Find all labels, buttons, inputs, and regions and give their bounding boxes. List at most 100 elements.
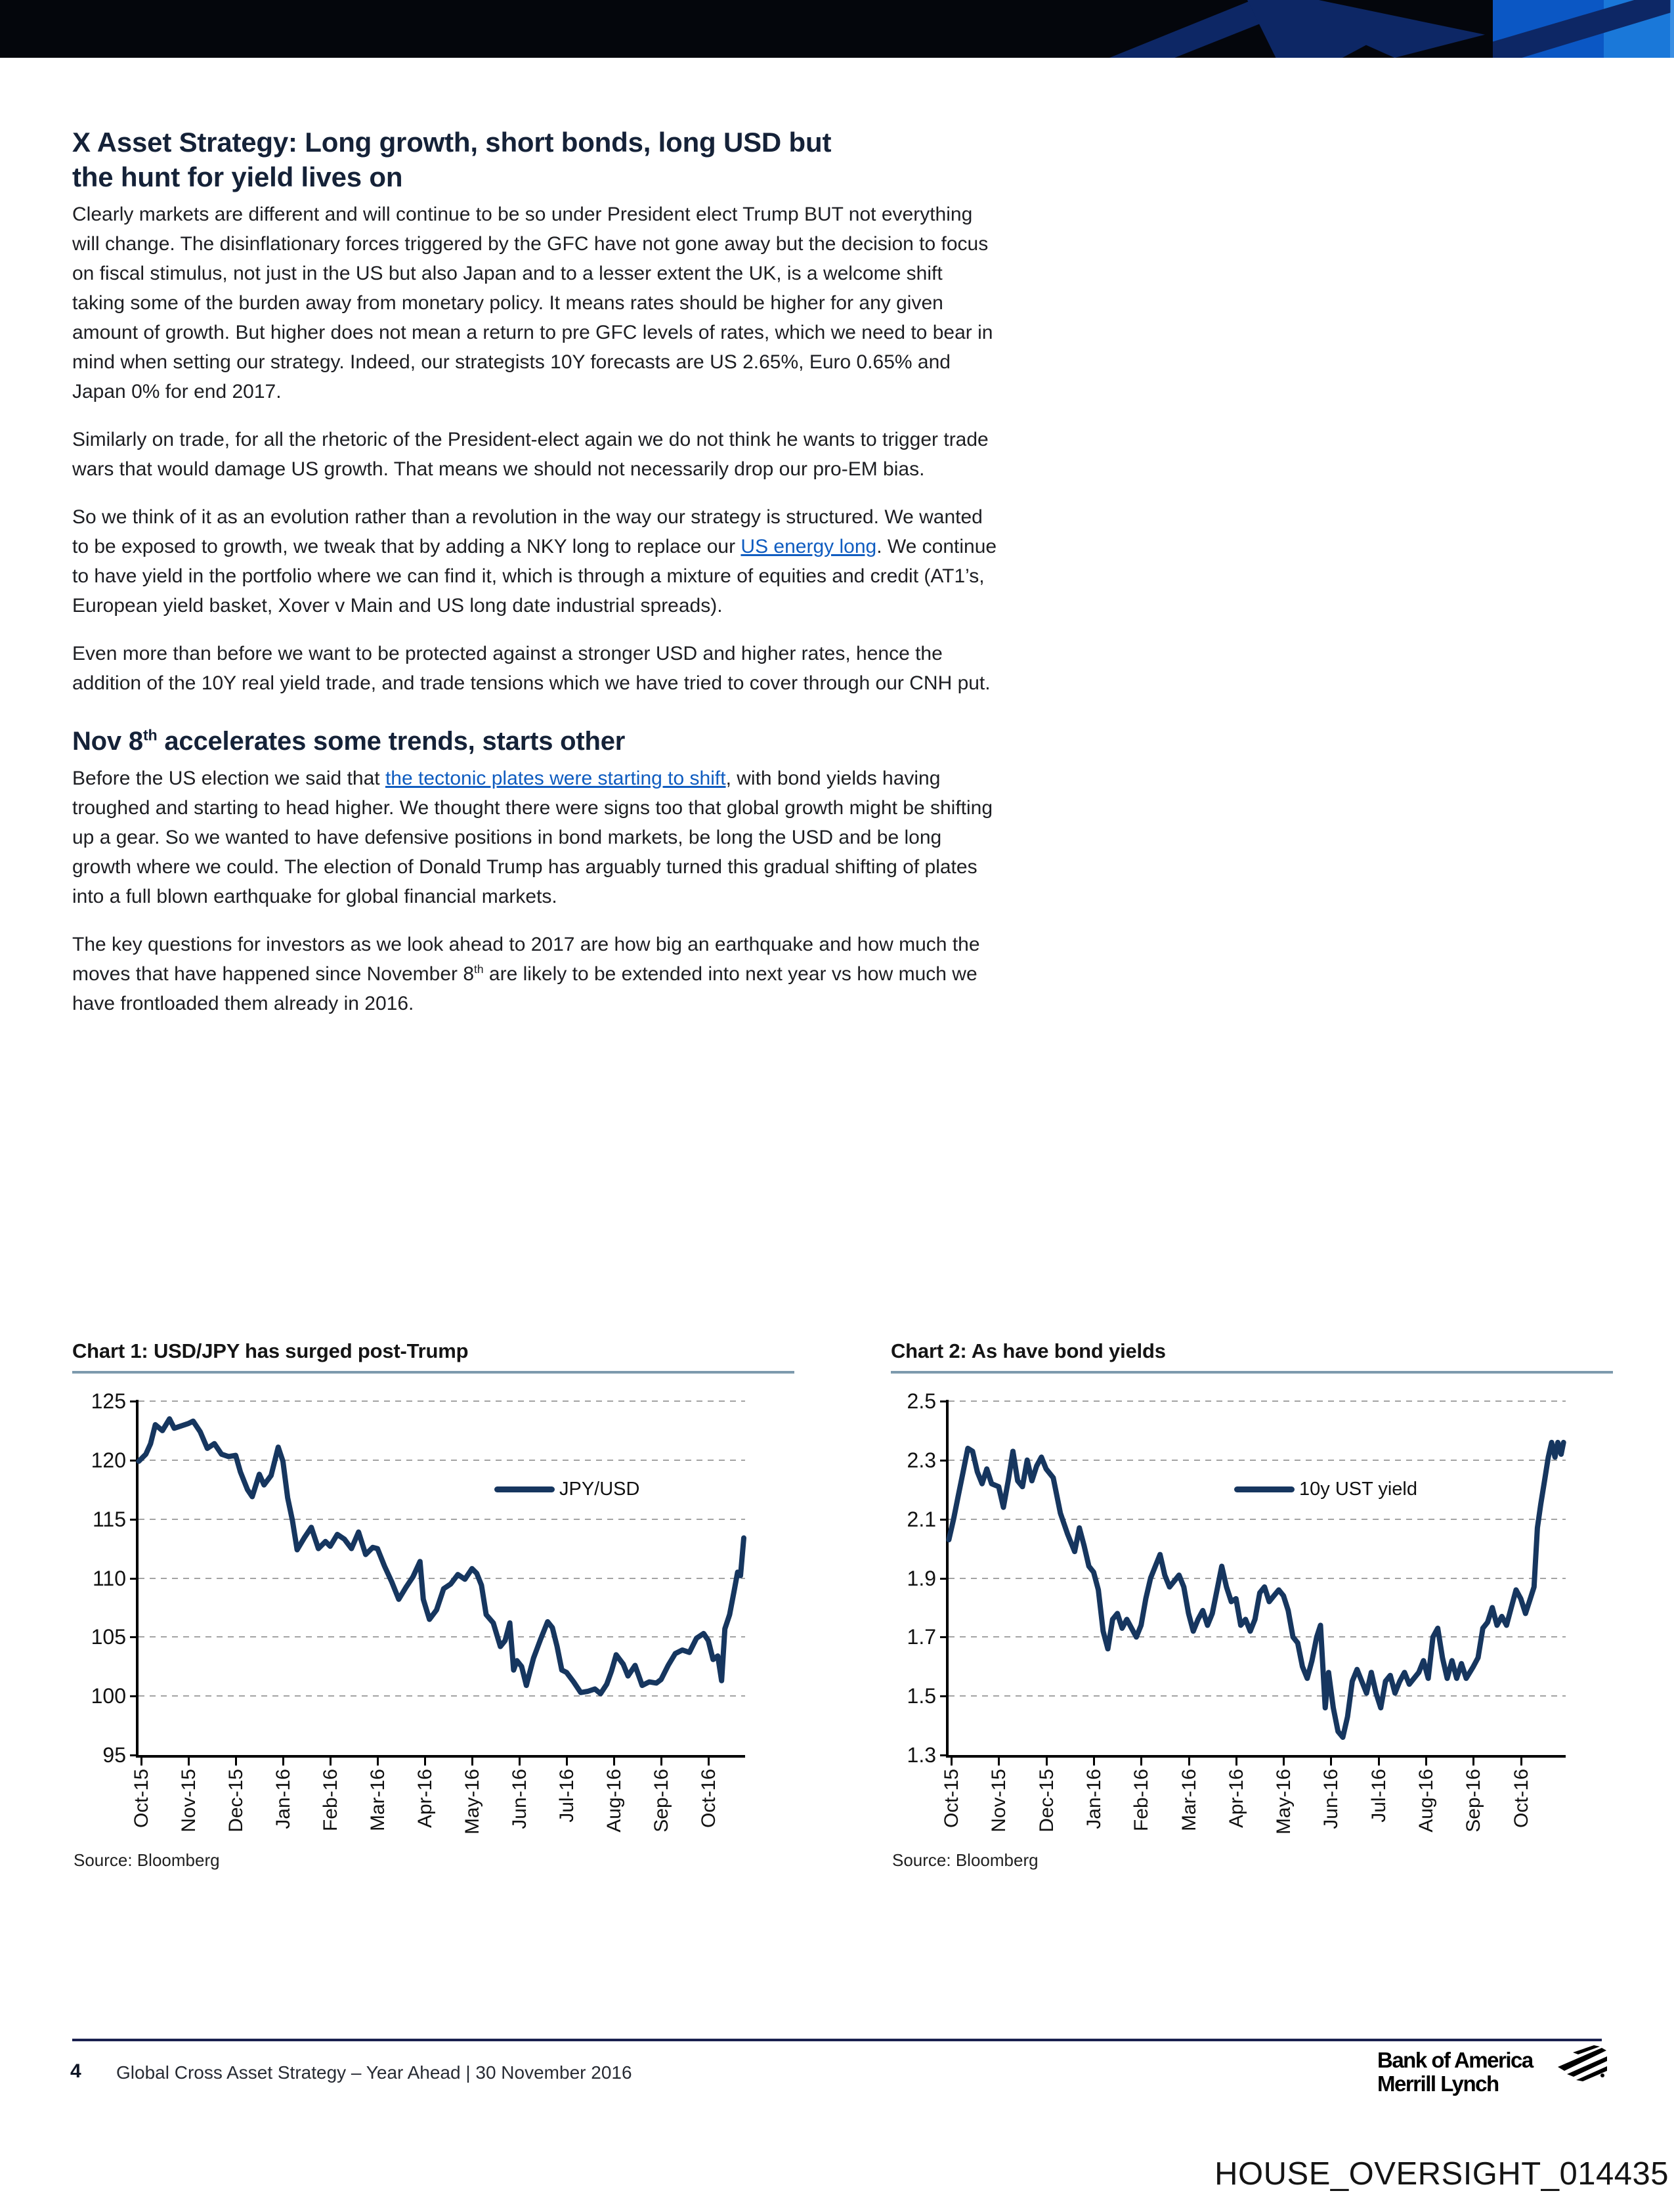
x-tick-mark — [140, 1758, 142, 1766]
legend-line-swatch — [494, 1486, 555, 1492]
y-tick-label: 2.1 — [907, 1507, 936, 1531]
x-tick-mark — [708, 1758, 710, 1766]
y-tick-mark — [130, 1695, 136, 1698]
x-tick-label: Oct-16 — [698, 1769, 719, 1829]
bofa-logo: Bank of America Merrill Lynch — [1377, 2045, 1607, 2096]
y-tick-label: 120 — [91, 1448, 126, 1472]
y-tick-mark — [130, 1636, 136, 1639]
paragraph: Similarly on trade, for all the rhetoric… — [72, 425, 999, 484]
y-tick-label: 1.9 — [907, 1566, 936, 1590]
chart-title-rule — [891, 1371, 1613, 1374]
x-tick-mark — [566, 1758, 568, 1766]
x-tick-mark — [1188, 1758, 1190, 1766]
x-tick-label: Sep-16 — [651, 1769, 672, 1832]
x-tick-mark — [1045, 1758, 1048, 1766]
x-tick-label: Jul-16 — [556, 1769, 578, 1823]
x-tick-label: Jul-16 — [1367, 1769, 1390, 1823]
x-tick-label: Oct-16 — [1510, 1769, 1532, 1829]
inline-link[interactable]: US energy long — [740, 536, 877, 557]
x-tick-label: Apr-16 — [414, 1769, 436, 1829]
x-tick-mark — [330, 1758, 332, 1766]
gridline — [139, 1400, 745, 1402]
x-tick-label: May-16 — [461, 1769, 483, 1835]
legend-label: JPY/USD — [559, 1479, 640, 1500]
oversight-stamp: HOUSE_OVERSIGHT_014435 — [1214, 2156, 1669, 2192]
y-tick-mark — [940, 1754, 946, 1756]
gridline — [949, 1459, 1566, 1461]
x-axis — [946, 1755, 1566, 1758]
x-tick-label: Feb-16 — [1130, 1769, 1153, 1832]
x-tick-mark — [471, 1758, 473, 1766]
text-run: Before the US election we said that — [72, 768, 385, 789]
gridline — [949, 1636, 1566, 1638]
paragraph: Even more than before we want to be prot… — [72, 639, 999, 698]
x-tick-mark — [188, 1758, 190, 1766]
gridline — [139, 1695, 745, 1697]
text-run: accelerates some trends, starts other — [157, 727, 626, 756]
inline-link[interactable]: the tectonic plates were starting to shi… — [385, 768, 726, 789]
header-banner — [0, 0, 1674, 58]
x-tick-mark — [1235, 1758, 1237, 1766]
logo-text-line2: Merrill Lynch — [1377, 2071, 1499, 2096]
y-tick-label: 125 — [91, 1389, 126, 1413]
y-tick-label: 110 — [92, 1566, 126, 1590]
x-tick-mark — [1472, 1758, 1475, 1766]
superscript: th — [474, 963, 484, 976]
x-tick-mark — [519, 1758, 521, 1766]
y-tick-label: 1.7 — [907, 1625, 936, 1649]
legend: JPY/USD — [494, 1479, 639, 1500]
x-tick-mark — [613, 1758, 615, 1766]
article-body: Clearly markets are different and will c… — [72, 200, 999, 1037]
text-run: Nov 8 — [72, 727, 143, 756]
x-tick-label: Oct-15 — [131, 1769, 152, 1829]
superscript: th — [142, 726, 158, 744]
gridline — [949, 1518, 1566, 1520]
bofa-flag-icon — [1558, 2045, 1607, 2081]
legend: 10y UST yield — [1234, 1479, 1417, 1500]
source-caption: Source: Bloomberg — [74, 1850, 220, 1870]
legend-line-swatch — [1234, 1486, 1295, 1492]
y-tick-label: 1.5 — [907, 1684, 936, 1708]
chart-plot — [946, 1439, 1566, 1740]
text-run: The key questions for investors as we lo… — [72, 934, 980, 985]
text-run: are likely to be extended into next year… — [72, 963, 977, 1014]
x-tick-label: Jun-16 — [1320, 1769, 1342, 1829]
legend-label: 10y UST yield — [1299, 1479, 1417, 1500]
x-tick-label: Apr-16 — [1225, 1769, 1247, 1829]
x-tick-mark — [1425, 1758, 1427, 1766]
x-tick-mark — [998, 1758, 1000, 1766]
gridline — [139, 1577, 745, 1579]
x-tick-label: Sep-16 — [1463, 1769, 1485, 1832]
x-axis — [136, 1755, 745, 1758]
header-art-edge-sliver — [1670, 0, 1674, 58]
x-tick-mark — [1520, 1758, 1522, 1766]
x-tick-mark — [1377, 1758, 1380, 1766]
page-number: 4 — [70, 2060, 81, 2082]
gridline — [949, 1695, 1566, 1697]
chart-title: Chart 1: USD/JPY has surged post-Trump — [72, 1339, 469, 1362]
x-tick-label: Nov-15 — [178, 1769, 200, 1832]
source-caption: Source: Bloomberg — [892, 1850, 1039, 1870]
series-line — [136, 1416, 746, 1697]
x-tick-label: Dec-15 — [225, 1769, 247, 1832]
text-run: . We continue to have yield in the portf… — [72, 536, 997, 617]
chart-title-rule — [72, 1371, 794, 1374]
y-tick-mark — [940, 1695, 946, 1698]
y-tick-mark — [130, 1754, 136, 1756]
x-tick-label: Oct-15 — [941, 1769, 962, 1829]
text-run: , with bond yields having troughed and s… — [72, 768, 993, 907]
paragraph: So we think of it as an evolution rather… — [72, 502, 999, 620]
text-run: Clearly markets are different and will c… — [72, 204, 993, 402]
x-tick-mark — [1330, 1758, 1333, 1766]
x-tick-mark — [951, 1758, 953, 1766]
y-tick-mark — [940, 1400, 946, 1402]
paragraph: The key questions for investors as we lo… — [72, 930, 999, 1018]
x-tick-label: Jan-16 — [1083, 1769, 1105, 1829]
text-run: Even more than before we want to be prot… — [72, 643, 991, 694]
x-tick-label: Jan-16 — [272, 1769, 294, 1829]
y-tick-mark — [940, 1459, 946, 1462]
y-tick-mark — [130, 1459, 136, 1462]
header-art-chevron — [1247, 0, 1485, 58]
y-tick-mark — [940, 1636, 946, 1639]
